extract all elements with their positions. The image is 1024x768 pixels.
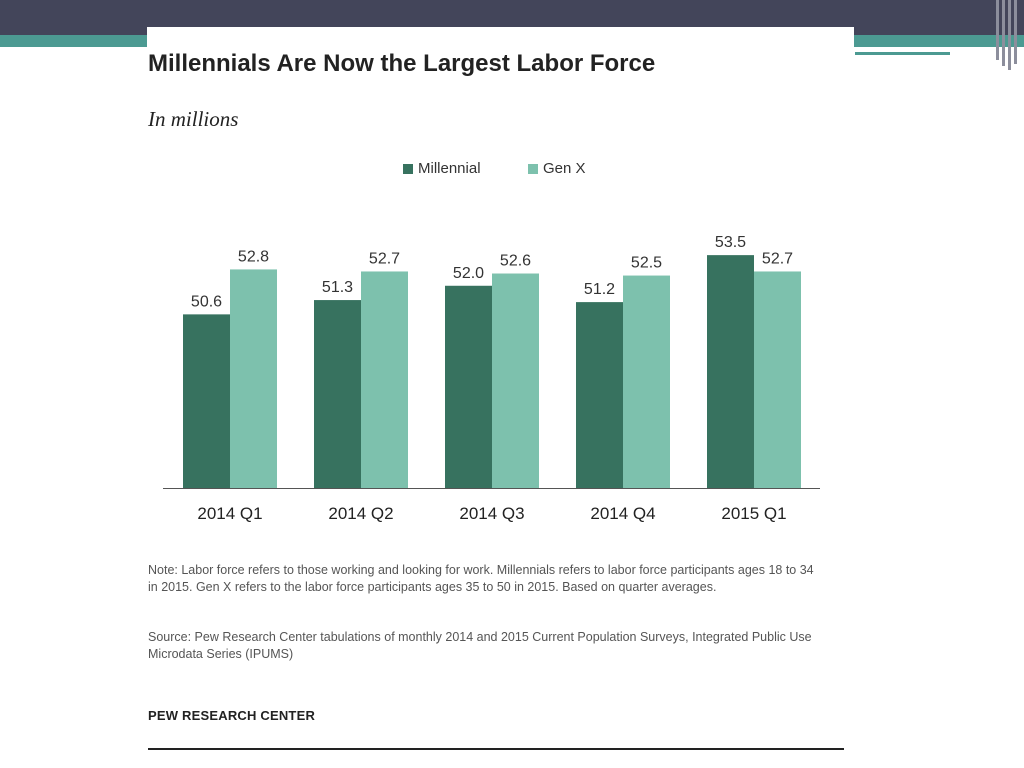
data-label-genx-4: 52.7 [762,250,793,267]
x-tick-label-2: 2014 Q3 [459,504,524,523]
x-tick-label-3: 2014 Q4 [590,504,655,523]
legend-swatch-genx [528,163,538,174]
bar-millennial-2 [445,285,492,488]
data-label-genx-2: 52.6 [500,253,531,270]
bar-millennial-1 [314,300,361,488]
chart-subtitle: In millions [148,107,239,131]
data-label-millennial-3: 51.2 [584,281,615,298]
data-label-genx-3: 52.5 [631,255,662,272]
chart-source: Source: Pew Research Center tabulations … [148,630,812,661]
x-tick-label-1: 2014 Q2 [328,504,393,523]
slide-accent-line [855,52,950,55]
chart-note: Note: Labor force refers to those workin… [148,563,814,594]
brand-label: PEW RESEARCH CENTER [148,708,316,723]
chart-title: Millennials Are Now the Largest Labor Fo… [148,50,656,77]
bar-genx-0 [230,269,277,488]
data-label-genx-0: 52.8 [238,248,269,265]
bar-genx-1 [361,271,408,488]
data-label-millennial-0: 50.6 [191,293,222,310]
x-tick-label-4: 2015 Q1 [721,504,786,523]
bar-millennial-0 [183,314,230,488]
data-label-genx-1: 52.7 [369,250,400,267]
legend-label-genx: Gen X [543,160,586,177]
bar-genx-4 [754,271,801,488]
data-label-millennial-2: 52.0 [453,265,484,282]
legend-swatch-millennial [403,163,413,174]
x-tick-label-0: 2014 Q1 [197,504,262,523]
legend-item-genx: Gen X [528,160,586,177]
legend-label-millennial: Millennial [418,160,481,177]
slide-decorative-lines [992,0,1024,70]
bar-genx-3 [623,275,670,488]
bottom-rule [148,748,844,750]
bar-genx-2 [492,273,539,488]
legend-item-millennial: Millennial [403,160,481,177]
bar-millennial-3 [576,302,623,488]
data-label-millennial-1: 51.3 [322,279,353,296]
data-label-millennial-4: 53.5 [715,234,746,251]
bar-millennial-4 [707,255,754,488]
